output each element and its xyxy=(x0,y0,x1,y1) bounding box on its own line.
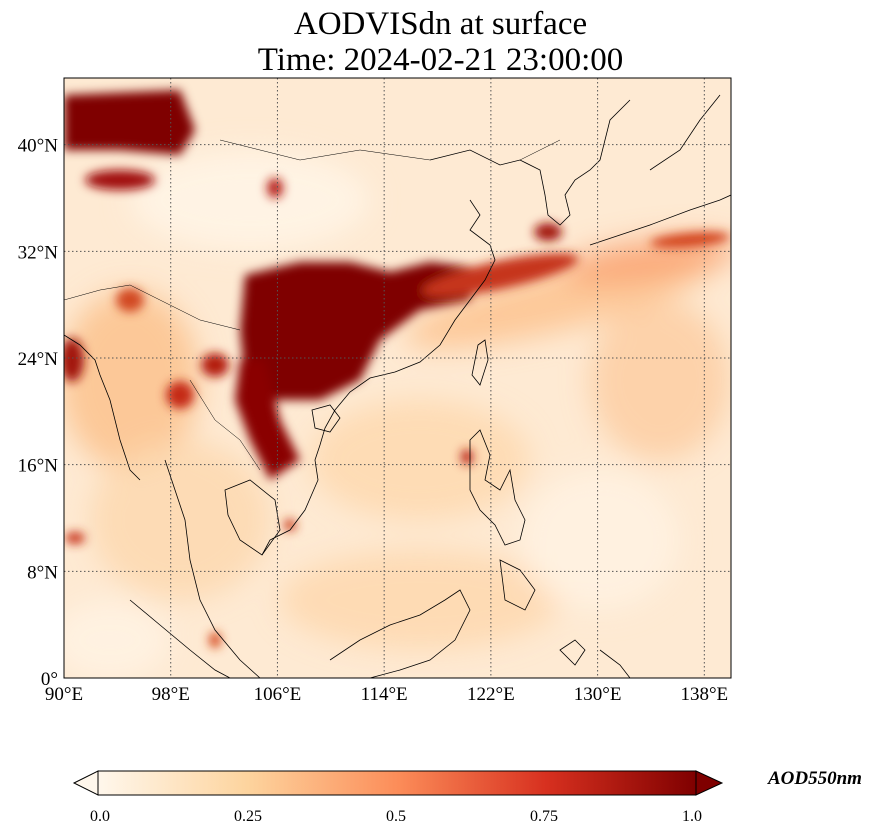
gridlines xyxy=(64,78,731,678)
lat-tick-labels: 0° 8°N 16°N 24°N 32°N 40°N xyxy=(18,136,59,690)
aod-field xyxy=(64,78,731,678)
colorbar-gradient xyxy=(97,770,697,796)
aod-diffuse-layer xyxy=(64,150,731,678)
lon-tick-labels: 90°E 98°E 106°E 114°E 122°E 130°E 138°E xyxy=(45,684,728,705)
colorbar-extend-min xyxy=(72,770,99,796)
lat-tick-label: 40°N xyxy=(18,136,59,157)
map-frame xyxy=(63,77,732,679)
colorbar: 0.0 0.25 0.5 0.75 1.0 xyxy=(72,770,724,825)
coastlines xyxy=(64,94,731,678)
lat-tick-label: 8°N xyxy=(27,562,58,583)
lat-tick-label: 16°N xyxy=(18,456,59,477)
colorbar-tick-label: 0.0 xyxy=(90,808,110,825)
lon-tick-label: 114°E xyxy=(361,684,408,705)
colorbar-tick-label: 1.0 xyxy=(682,808,702,825)
lon-tick-label: 106°E xyxy=(254,684,302,705)
colorbar-extend-max xyxy=(695,770,724,796)
colorbar-tick-labels: 0.0 0.25 0.5 0.75 1.0 xyxy=(90,808,702,825)
colorbar-label: AOD550nm xyxy=(768,768,862,789)
colorbar-tick-label: 0.75 xyxy=(530,808,558,825)
map-title: AODVISdn at surface xyxy=(293,6,588,42)
lat-tick-label: 32°N xyxy=(18,242,59,263)
colorbar-tick-label: 0.5 xyxy=(386,808,406,825)
lon-tick-label: 90°E xyxy=(45,684,83,705)
lon-tick-label: 98°E xyxy=(152,684,190,705)
lon-tick-label: 138°E xyxy=(680,684,728,705)
lat-tick-label: 24°N xyxy=(18,349,59,370)
map-subtitle-time: Time: 2024-02-21 23:00:00 xyxy=(257,42,624,78)
lon-tick-label: 122°E xyxy=(467,684,515,705)
aod-hotspot-layer xyxy=(64,90,730,648)
colorbar-tick-label: 0.25 xyxy=(234,808,262,825)
lat-tick-label: 0° xyxy=(41,669,58,690)
lon-tick-label: 130°E xyxy=(574,684,622,705)
